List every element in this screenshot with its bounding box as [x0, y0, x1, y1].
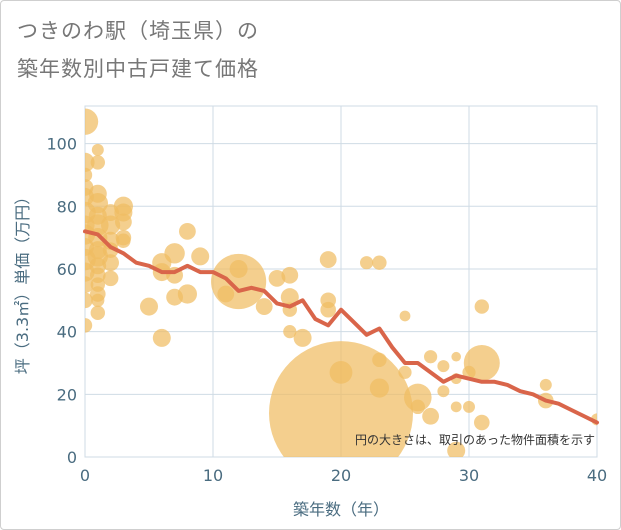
y-tick-label: 20 — [57, 385, 77, 404]
data-bubble — [90, 155, 106, 170]
data-bubble — [85, 108, 99, 135]
data-bubble — [474, 299, 489, 314]
data-bubble — [87, 192, 109, 214]
data-bubble — [450, 401, 462, 413]
trend-line — [83, 229, 599, 425]
data-bubble — [102, 254, 119, 272]
data-bubble — [372, 255, 387, 270]
axis-ticks: 0 10 20 30 40 0 20 40 60 80 100 — [46, 135, 607, 485]
data-bubble — [293, 328, 312, 347]
bubble-size-note: 円の大きさは、取引のあった物件面積を示す — [355, 432, 595, 447]
data-bubble — [424, 350, 438, 364]
data-bubble — [320, 301, 337, 318]
chart-title-line2: 築年数別中古戸建て価格 — [17, 57, 259, 81]
x-tick-label: 20 — [331, 466, 351, 485]
x-tick-label: 30 — [459, 466, 479, 485]
data-bubble — [102, 270, 119, 287]
data-bubble — [451, 351, 462, 362]
data-bubble — [399, 310, 411, 322]
data-bubble — [410, 399, 425, 415]
data-bubble — [115, 213, 132, 231]
data-bubble — [539, 378, 552, 391]
data-bubble — [283, 325, 297, 339]
data-bubble — [360, 256, 374, 270]
data-bubble — [191, 247, 210, 266]
data-bubble — [140, 297, 158, 316]
y-tick-label: 100 — [46, 135, 77, 154]
x-tick-label: 40 — [587, 466, 607, 485]
data-bubble — [422, 407, 439, 425]
data-bubble — [281, 266, 299, 284]
data-bubble — [85, 318, 93, 333]
chart-title-line1: つきのわ駅（埼玉県）の — [17, 19, 259, 43]
data-bubble — [474, 414, 490, 431]
data-bubble — [447, 441, 466, 457]
data-bubble — [280, 288, 299, 307]
y-tick-label: 0 — [67, 448, 77, 467]
data-bubble — [91, 143, 104, 156]
data-bubble — [90, 305, 106, 321]
data-bubble — [164, 243, 185, 264]
data-bubble — [116, 233, 131, 248]
data-bubble — [369, 378, 389, 398]
data-bubble — [85, 152, 95, 173]
data-bubble — [437, 360, 450, 373]
data-bubble — [269, 341, 413, 457]
data-bubble — [152, 328, 171, 347]
y-tick-label: 40 — [57, 323, 77, 342]
x-tick-label: 10 — [203, 466, 223, 485]
y-axis-title: 坪（3.3㎡）単価（万円） — [13, 189, 32, 374]
x-axis-title: 築年数（年） — [293, 500, 389, 519]
data-bubble — [398, 365, 412, 379]
data-bubble — [404, 383, 432, 412]
data-bubble — [329, 360, 353, 384]
data-bubble — [437, 385, 450, 398]
data-bubble — [85, 276, 94, 294]
data-bubble — [85, 167, 93, 183]
data-bubble — [91, 293, 105, 307]
data-bubble — [372, 352, 387, 368]
data-bubble — [102, 242, 119, 258]
x-tick-label: 0 — [80, 466, 90, 485]
bubble-series — [85, 108, 597, 457]
data-bubble — [319, 251, 337, 268]
data-bubble — [463, 400, 475, 413]
data-bubble — [229, 259, 248, 278]
data-bubble — [268, 269, 286, 287]
y-tick-label: 80 — [57, 197, 77, 216]
data-bubble — [255, 298, 273, 315]
data-bubble — [177, 284, 197, 304]
data-bubble — [211, 253, 267, 310]
y-tick-label: 60 — [57, 260, 77, 279]
data-bubble — [179, 222, 196, 240]
data-bubble — [463, 344, 500, 381]
trend-series — [83, 229, 599, 425]
